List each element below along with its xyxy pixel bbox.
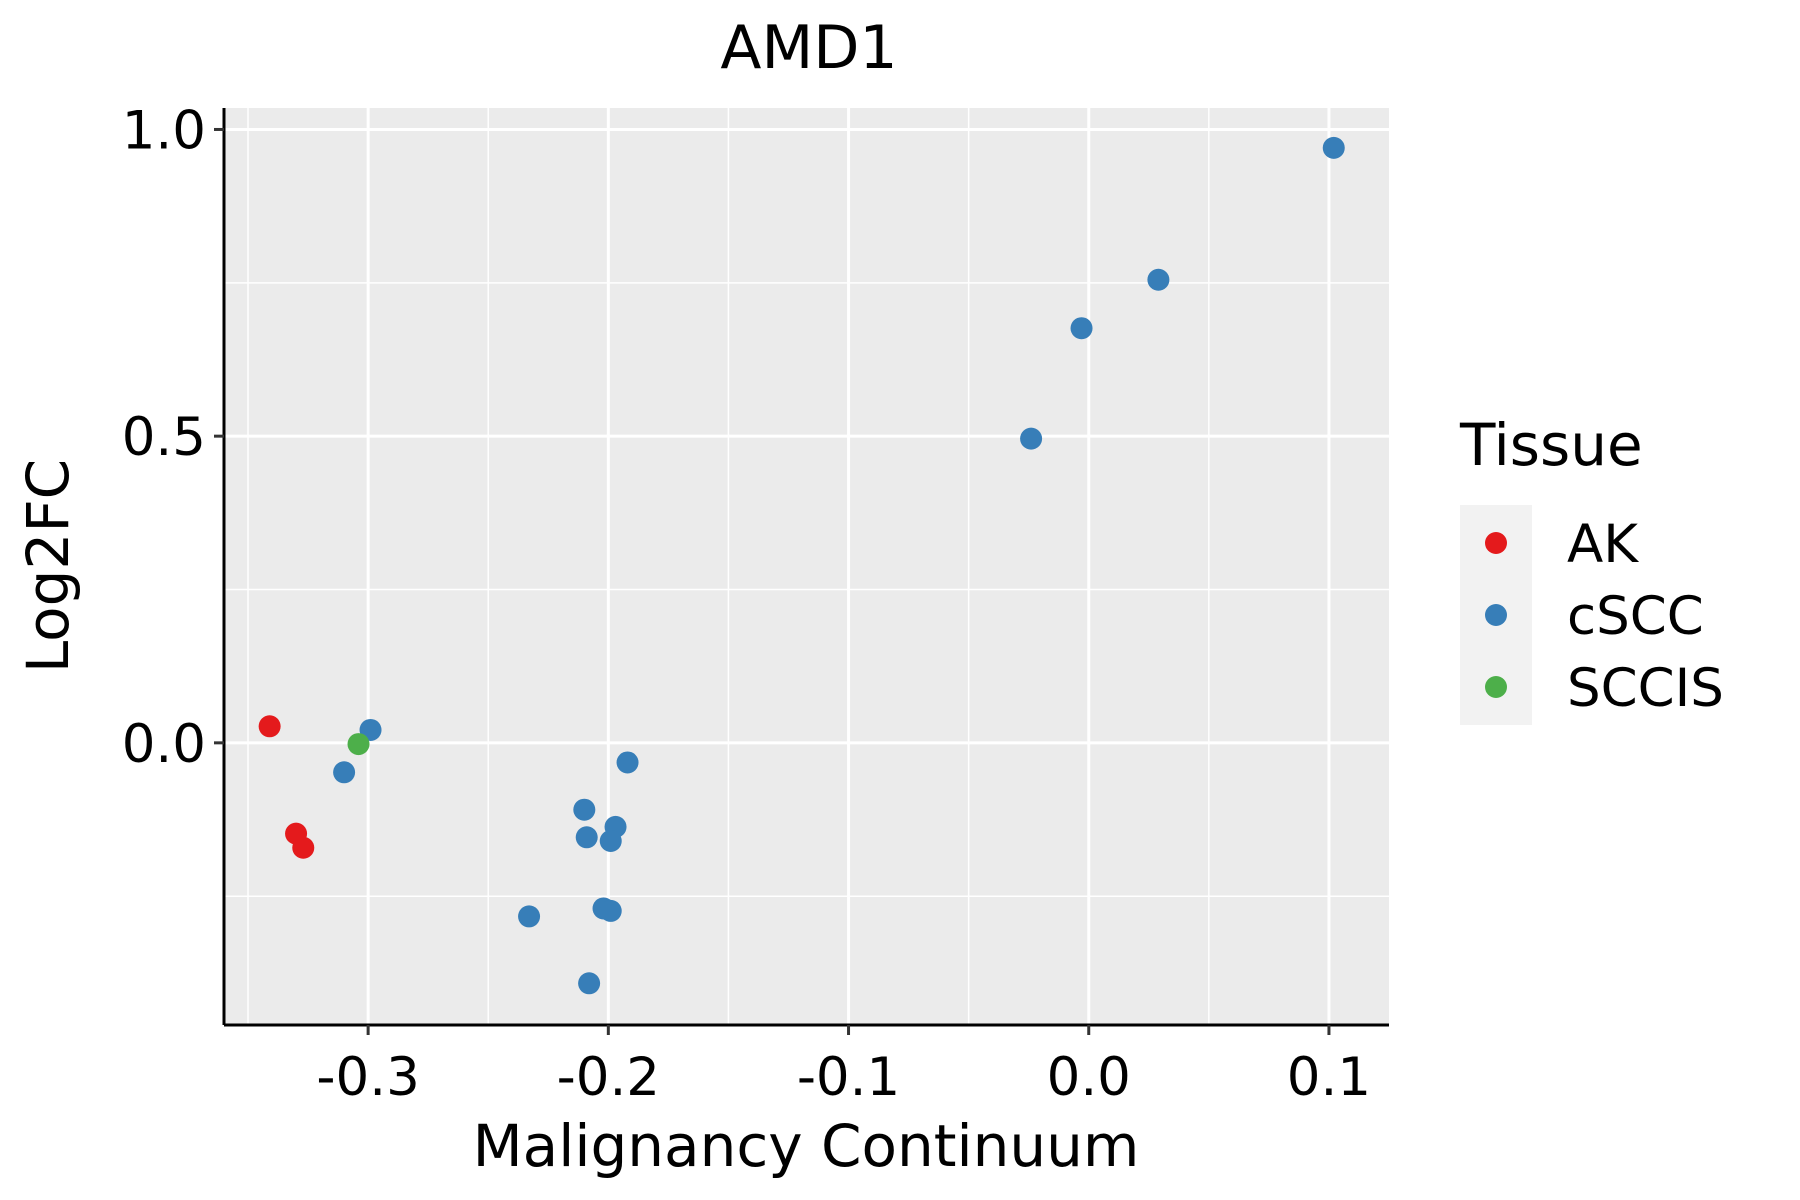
legend-items: AK cSCC SCCIS <box>1485 514 1724 719</box>
point-cscc <box>573 798 596 821</box>
legend-label-sccis: SCCIS <box>1567 658 1724 719</box>
grid-major <box>224 108 1389 1025</box>
point-cscc <box>599 899 622 922</box>
y-tick-label: 0.0 <box>122 714 206 775</box>
chart-title: AMD1 <box>720 13 897 83</box>
legend-key-sccis <box>1485 676 1507 698</box>
point-cscc <box>333 761 356 784</box>
x-tick-label: -0.3 <box>316 1047 419 1108</box>
legend: Tissue AK cSCC SCCIS <box>1459 411 1724 725</box>
y-axis-ticks: 0.0 0.5 1.0 <box>122 100 224 775</box>
legend-label-cscc: cSCC <box>1567 586 1704 647</box>
x-tick-label: 0.0 <box>1047 1047 1131 1108</box>
x-tick-label: -0.1 <box>797 1047 900 1108</box>
legend-label-ak: AK <box>1567 514 1639 575</box>
point-cscc <box>1070 317 1093 340</box>
x-tick-label: -0.2 <box>557 1047 660 1108</box>
point-sccis <box>347 733 370 756</box>
legend-title: Tissue <box>1459 411 1643 479</box>
legend-key-ak <box>1485 532 1507 554</box>
point-cscc <box>1147 268 1170 291</box>
point-cscc <box>599 829 622 852</box>
grid-minor <box>224 108 1389 1025</box>
y-axis-title: Log2FC <box>14 459 82 673</box>
point-cscc <box>1020 427 1043 450</box>
y-tick-label: 0.5 <box>122 407 206 468</box>
point-cscc <box>1322 136 1345 159</box>
point-cscc <box>575 826 598 849</box>
y-tick-label: 1.0 <box>122 100 206 161</box>
x-axis-title: Malignancy Continuum <box>473 1112 1140 1180</box>
x-axis-ticks: -0.3 -0.2 -0.1 0.0 0.1 <box>316 1025 1371 1108</box>
legend-key-cscc <box>1485 604 1507 626</box>
x-tick-label: 0.1 <box>1287 1047 1371 1108</box>
point-cscc <box>518 905 541 928</box>
point-ak <box>292 836 315 859</box>
plot-panel <box>224 108 1389 1025</box>
point-ak <box>258 715 281 738</box>
data-points <box>258 136 1345 995</box>
point-cscc <box>578 972 601 995</box>
point-cscc <box>616 751 639 774</box>
